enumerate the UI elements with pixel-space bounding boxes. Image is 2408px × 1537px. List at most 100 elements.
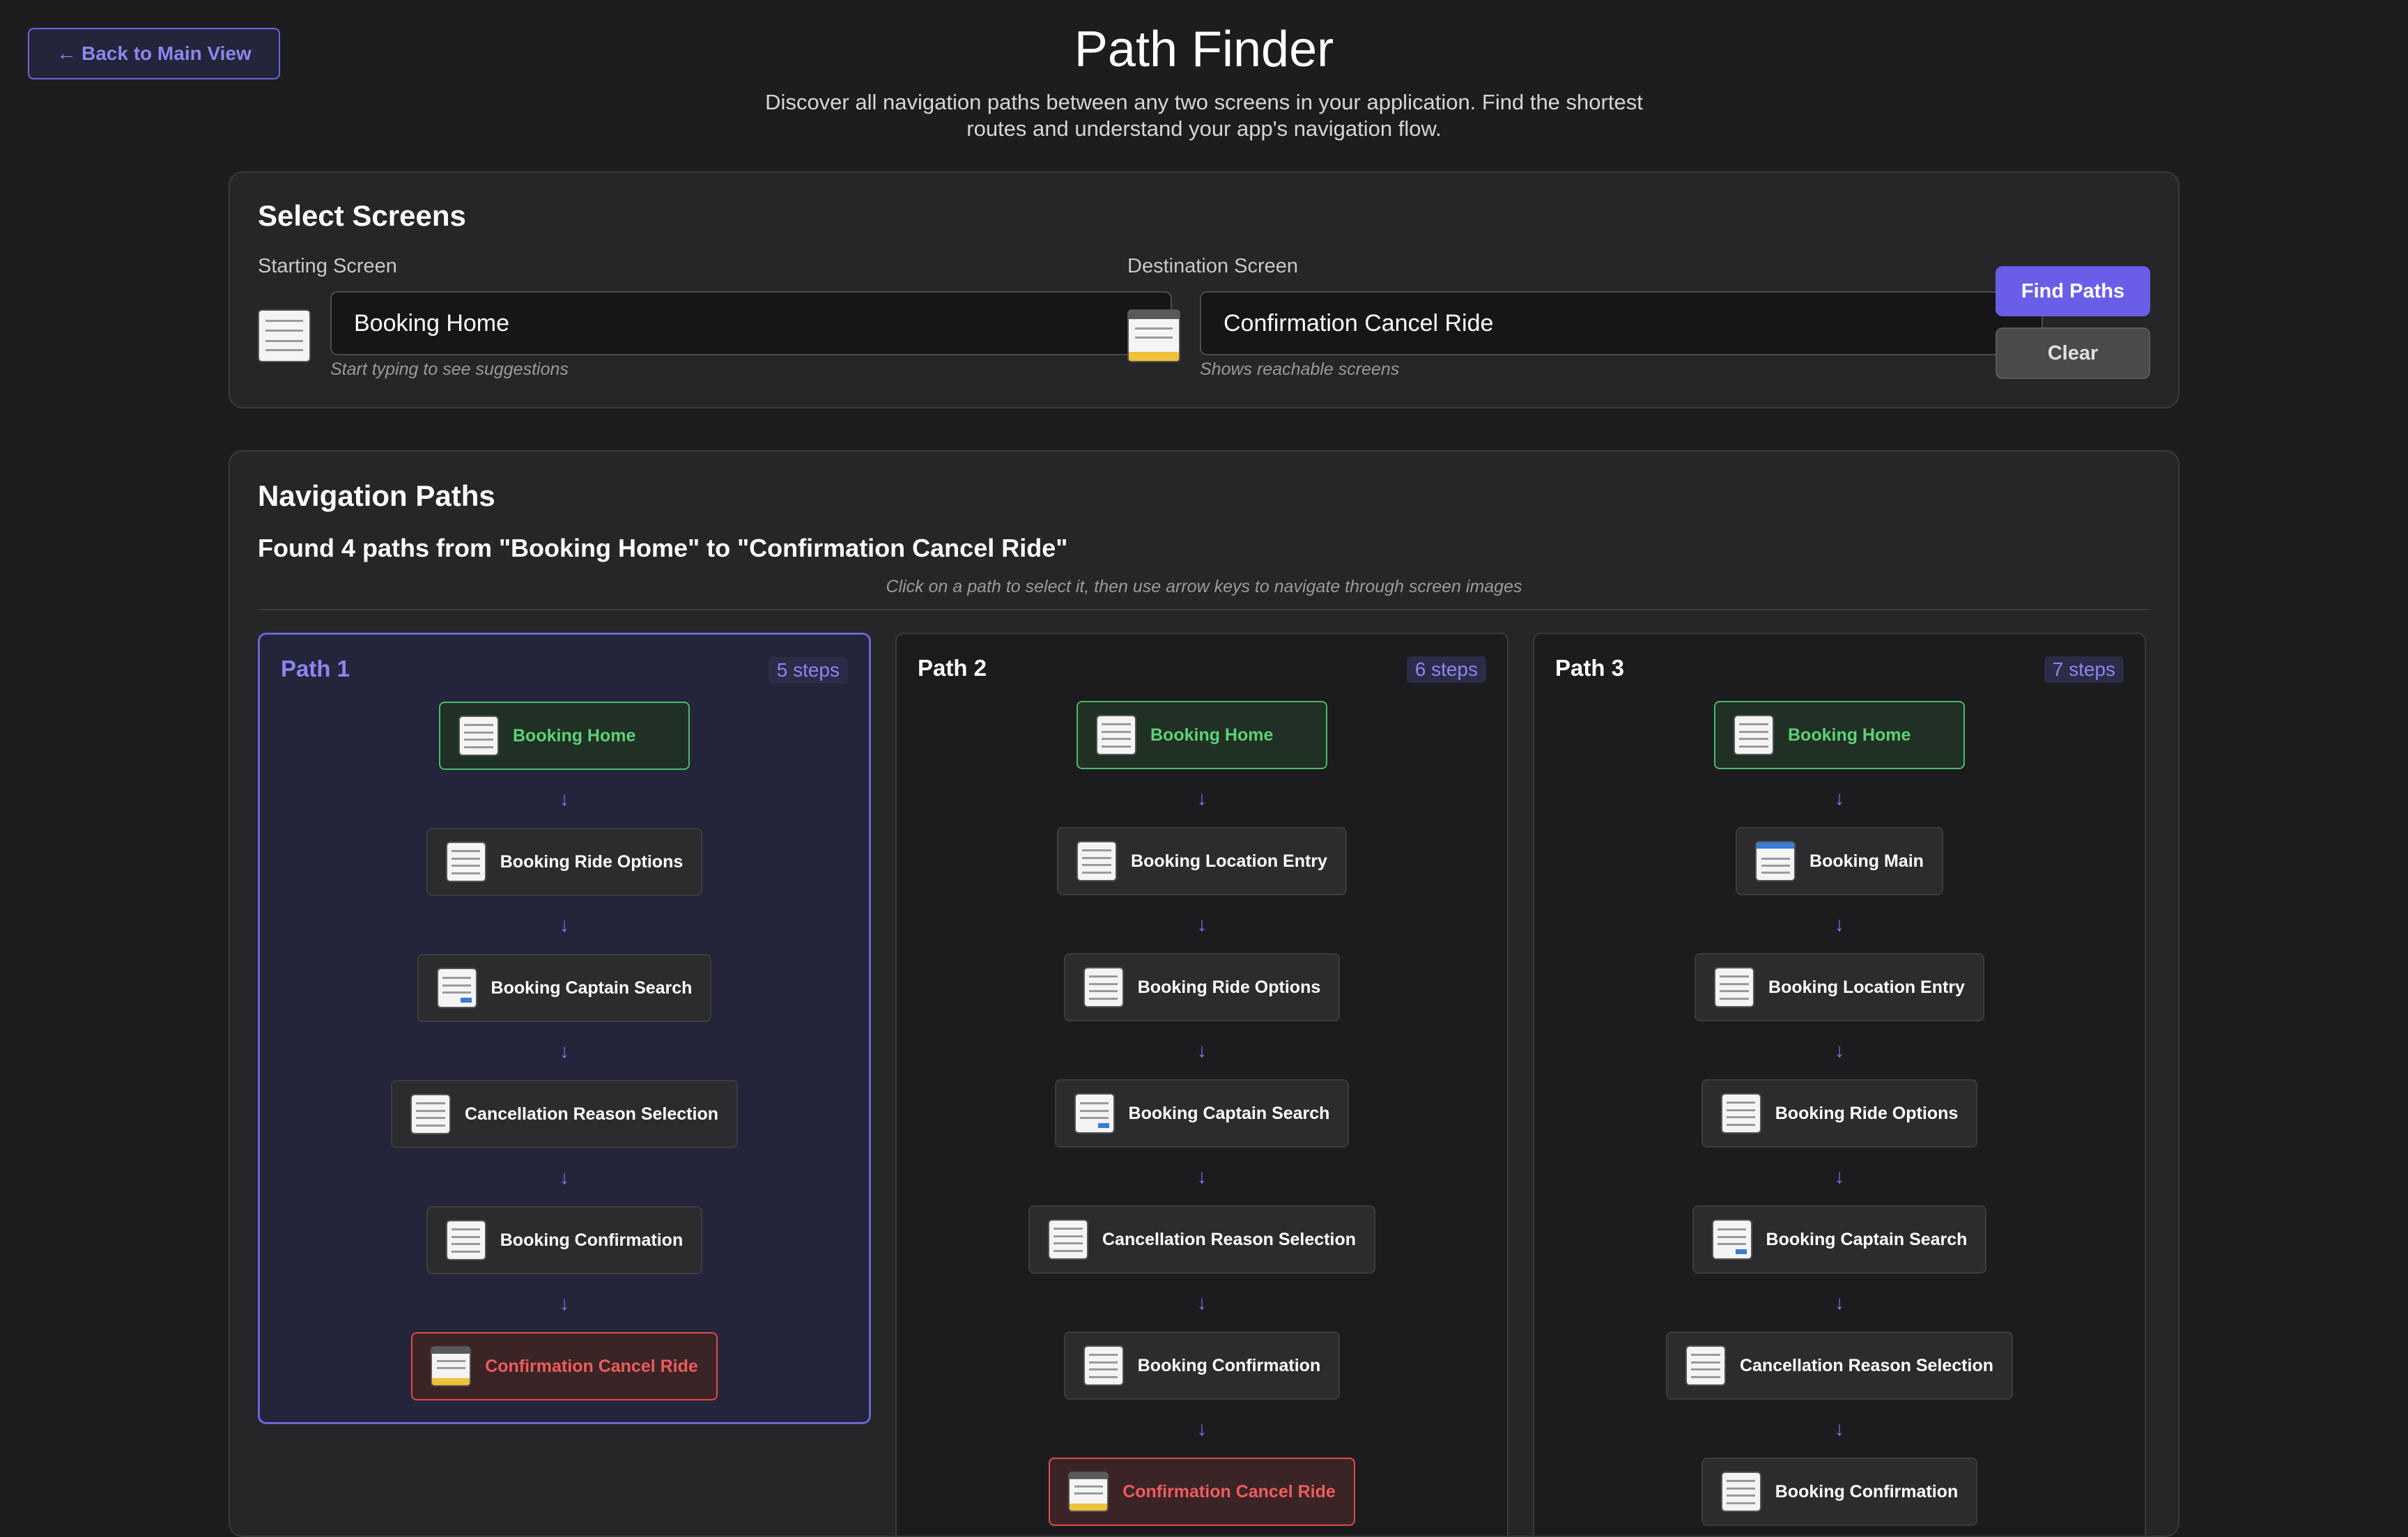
path-steps-list: Booking Home ↓ Booking Location Entry ↓ Book… — [897, 701, 1507, 1526]
results-help-text: Click on a path to select it, then use a… — [886, 577, 1522, 596]
screen-node-booking-home[interactable]: Booking Home — [1076, 701, 1327, 769]
clear-button[interactable]: Clear — [1996, 327, 2150, 379]
screen-node-label: Confirmation Cancel Ride — [485, 1356, 698, 1376]
starting-screen-hint: Start typing to see suggestions — [330, 360, 569, 379]
screen-node-confirmation-cancel-ride[interactable]: Confirmation Cancel Ride — [1049, 1458, 1355, 1526]
screen-node-booking-captain-search[interactable]: Booking Captain Search — [1054, 1079, 1350, 1148]
screen-thumbnail-icon — [458, 716, 499, 756]
screen-thumbnail-icon — [431, 1346, 472, 1387]
screen-node-label: Booking Home — [513, 725, 636, 746]
path-card-1[interactable]: Path 1 5 steps Booking Home ↓ Booking Ride O… — [258, 633, 871, 1424]
screen-node-confirmation-cancel-ride[interactable]: Confirmation Cancel Ride — [411, 1332, 718, 1400]
steps-badge: 6 steps — [1406, 656, 1486, 683]
screen-node-booking-location-entry[interactable]: Booking Location Entry — [1695, 953, 1984, 1021]
screen-thumbnail-icon — [1711, 1219, 1752, 1260]
destination-screen-hint: Shows reachable screens — [1200, 360, 1400, 379]
screen-node-booking-ride-options[interactable]: Booking Ride Options — [1701, 1079, 1978, 1148]
screen-thumbnail-icon — [1068, 1472, 1109, 1512]
steps-badge: 7 steps — [2044, 656, 2124, 683]
screen-node-booking-ride-options[interactable]: Booking Ride Options — [426, 828, 703, 896]
find-paths-button[interactable]: Find Paths — [1996, 266, 2150, 316]
results-summary: Found 4 paths from "Booking Home" to "Co… — [258, 534, 1068, 562]
screen-node-cancellation-reason-selection[interactable]: Cancellation Reason Selection — [391, 1080, 738, 1148]
screen-thumbnail-icon — [1083, 967, 1124, 1007]
arrow-down-icon: ↓ — [1197, 1039, 1207, 1061]
steps-badge: 5 steps — [768, 657, 848, 683]
screen-node-label: Booking Captain Search — [1766, 1229, 1968, 1249]
arrow-down-icon: ↓ — [1197, 787, 1207, 809]
screen-node-booking-location-entry[interactable]: Booking Location Entry — [1057, 827, 1347, 895]
screen-thumbnail-icon — [445, 1220, 486, 1260]
destination-screen-input[interactable]: Confirmation Cancel Ride — [1200, 291, 2043, 355]
screen-thumbnail-icon — [1096, 715, 1136, 755]
arrow-down-icon: ↓ — [559, 787, 569, 810]
screen-node-label: Booking Captain Search — [491, 978, 693, 998]
screen-thumbnail-icon — [1720, 1093, 1761, 1134]
arrow-down-icon: ↓ — [1835, 1039, 1844, 1061]
screen-node-label: Booking Home — [1788, 725, 1911, 745]
screen-thumbnail-icon — [1685, 1345, 1726, 1386]
screen-node-booking-confirmation[interactable]: Booking Confirmation — [426, 1206, 703, 1274]
screen-node-label: Booking Home — [1150, 725, 1274, 745]
arrow-down-icon: ↓ — [1835, 1417, 1844, 1439]
path-name: Path 2 — [918, 655, 987, 681]
screen-node-booking-ride-options[interactable]: Booking Ride Options — [1063, 953, 1341, 1021]
arrow-down-icon: ↓ — [559, 913, 569, 936]
page-title: Path Finder — [1074, 22, 1334, 77]
results-divider — [258, 609, 2150, 610]
screen-node-label: Booking Confirmation — [1775, 1481, 1959, 1501]
path-steps-list: Booking Home ↓ Booking Ride Options ↓ Bookin… — [260, 702, 869, 1400]
screen-node-booking-home[interactable]: Booking Home — [439, 702, 690, 770]
page-subtitle: Discover all navigation paths between an… — [765, 90, 1643, 141]
screen-node-booking-main[interactable]: Booking Main — [1736, 827, 1943, 895]
screen-node-booking-captain-search[interactable]: Booking Captain Search — [1692, 1205, 1987, 1274]
screen-thumbnail-icon — [1074, 1093, 1115, 1134]
back-to-main-button[interactable]: ← Back to Main View — [28, 28, 280, 79]
screen-node-label: Booking Ride Options — [1137, 977, 1321, 997]
arrow-down-icon: ↓ — [1835, 1165, 1844, 1187]
screen-thumbnail-icon — [1083, 1345, 1124, 1386]
screen-thumbnail-icon — [410, 1094, 451, 1134]
screen-node-label: Booking Confirmation — [1137, 1355, 1321, 1375]
path-name: Path 3 — [1555, 655, 1625, 681]
screen-node-booking-captain-search[interactable]: Booking Captain Search — [417, 954, 712, 1022]
screen-node-cancellation-reason-selection[interactable]: Cancellation Reason Selection — [1666, 1331, 2013, 1400]
screen-thumbnail-icon — [1720, 1472, 1761, 1512]
screen-node-cancellation-reason-selection[interactable]: Cancellation Reason Selection — [1028, 1205, 1375, 1274]
screen-node-label: Confirmation Cancel Ride — [1122, 1481, 1336, 1501]
screen-thumbnail-icon — [1076, 841, 1118, 881]
screen-node-label: Booking Confirmation — [500, 1230, 684, 1250]
screen-node-booking-home[interactable]: Booking Home — [1714, 701, 1965, 769]
arrow-down-icon: ↓ — [559, 1040, 569, 1062]
screen-node-booking-confirmation[interactable]: Booking Confirmation — [1701, 1458, 1978, 1526]
screen-node-label: Cancellation Reason Selection — [465, 1104, 718, 1124]
path-steps-list: Booking Home ↓ Booking Main ↓ Booking Locati… — [1534, 701, 2145, 1526]
path-name: Path 1 — [281, 656, 350, 681]
select-screens-title: Select Screens — [258, 199, 466, 232]
screen-thumbnail-icon — [1734, 715, 1774, 755]
screen-node-label: Cancellation Reason Selection — [1102, 1229, 1356, 1249]
screen-node-label: Booking Location Entry — [1768, 977, 1965, 997]
arrow-down-icon: ↓ — [1197, 1165, 1207, 1187]
select-screens-panel: Select Screens Starting Screen Booking H… — [229, 171, 2179, 408]
destination-screen-label: Destination Screen — [1127, 255, 1299, 277]
starting-screen-thumbnail-icon — [258, 309, 311, 362]
screen-node-label: Cancellation Reason Selection — [1740, 1355, 1993, 1375]
screen-thumbnail-icon — [1755, 841, 1796, 881]
arrow-down-icon: ↓ — [1835, 913, 1844, 935]
screen-thumbnail-icon — [1714, 967, 1755, 1007]
screen-node-label: Booking Main — [1809, 851, 1924, 871]
screen-node-label: Booking Ride Options — [500, 851, 684, 872]
arrow-down-icon: ↓ — [1835, 1291, 1844, 1313]
starting-screen-input[interactable]: Booking Home — [330, 291, 1172, 355]
arrow-down-icon: ↓ — [1197, 1417, 1207, 1439]
back-button-label: ← Back to Main View — [56, 43, 252, 64]
starting-screen-label: Starting Screen — [258, 255, 397, 277]
arrow-down-icon: ↓ — [559, 1292, 569, 1314]
screen-node-booking-confirmation[interactable]: Booking Confirmation — [1063, 1331, 1341, 1400]
navigation-paths-title: Navigation Paths — [258, 479, 495, 512]
screen-thumbnail-icon — [445, 842, 486, 882]
screen-node-label: Booking Location Entry — [1131, 851, 1327, 871]
path-card-2[interactable]: Path 2 6 steps Booking Home ↓ Booking Locati… — [895, 633, 1508, 1536]
